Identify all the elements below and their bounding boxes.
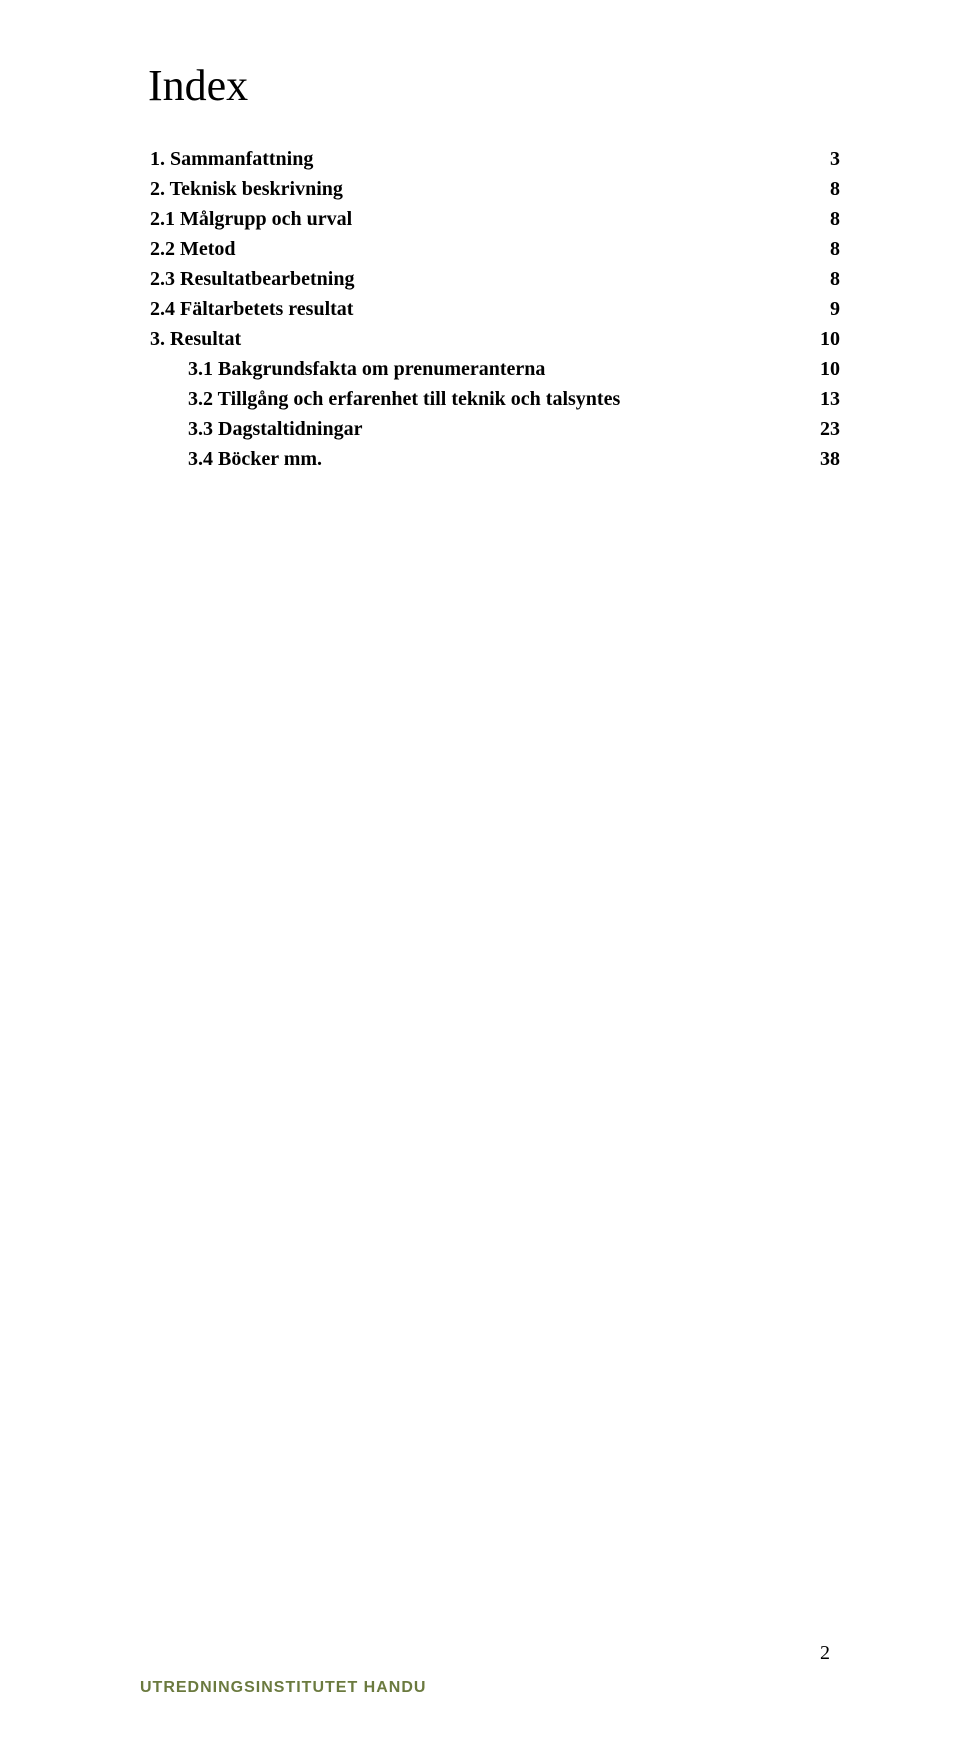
toc-label: 2.4 Fältarbetets resultat	[150, 295, 353, 324]
toc-label: 2.2 Metod	[150, 235, 236, 264]
toc-page-number: 9	[830, 295, 840, 324]
toc-line: 2.2 Metod 8	[150, 235, 840, 264]
toc-line: 2.3 Resultatbearbetning 8	[150, 265, 840, 294]
page-number: 2	[820, 1642, 830, 1665]
page: Index 1. Sammanfattning32. Teknisk beskr…	[0, 0, 960, 1743]
toc-line: 3. Resultat 10	[150, 325, 840, 354]
toc-page-number: 8	[830, 235, 840, 264]
table-of-contents: 1. Sammanfattning32. Teknisk beskrivning…	[150, 145, 840, 474]
toc-page-number: 13	[820, 385, 840, 414]
toc-page-number: 10	[820, 325, 840, 354]
toc-label: 3.3 Dagstaltidningar	[188, 415, 362, 444]
toc-page-number: 3	[830, 145, 840, 174]
toc-label: 2.3 Resultatbearbetning	[150, 265, 354, 294]
heading-index: Index	[148, 60, 840, 111]
toc-label: 3.2 Tillgång och erfarenhet till teknik …	[188, 385, 620, 414]
toc-line: 3.2 Tillgång och erfarenhet till teknik …	[150, 385, 840, 414]
toc-label: 3. Resultat	[150, 325, 241, 354]
toc-page-number: 8	[830, 265, 840, 294]
toc-label: 3.1 Bakgrundsfakta om prenumeranterna	[188, 355, 545, 384]
toc-line: 1. Sammanfattning 3	[150, 145, 840, 174]
toc-page-number: 8	[830, 175, 840, 204]
toc-line: 3.3 Dagstaltidningar 23	[150, 415, 840, 444]
toc-page-number: 10	[820, 355, 840, 384]
toc-page-number: 38	[820, 445, 840, 474]
toc-label: 2. Teknisk beskrivning	[150, 175, 343, 204]
toc-label: 2.1 Målgrupp och urval	[150, 205, 352, 234]
toc-line: 3.4 Böcker mm. 38	[150, 445, 840, 474]
toc-label: 3.4 Böcker mm.	[188, 445, 322, 474]
toc-line: 3.1 Bakgrundsfakta om prenumeranterna 10	[150, 355, 840, 384]
toc-label: 1. Sammanfattning	[150, 145, 313, 174]
footer-text: UTREDNINGSINSTITUTET HANDU	[140, 1679, 426, 1697]
toc-page-number: 8	[830, 205, 840, 234]
toc-line: 2.1 Målgrupp och urval 8	[150, 205, 840, 234]
toc-line: 2. Teknisk beskrivning 8	[150, 175, 840, 204]
toc-page-number: 23	[820, 415, 840, 444]
toc-line: 2.4 Fältarbetets resultat 9	[150, 295, 840, 324]
